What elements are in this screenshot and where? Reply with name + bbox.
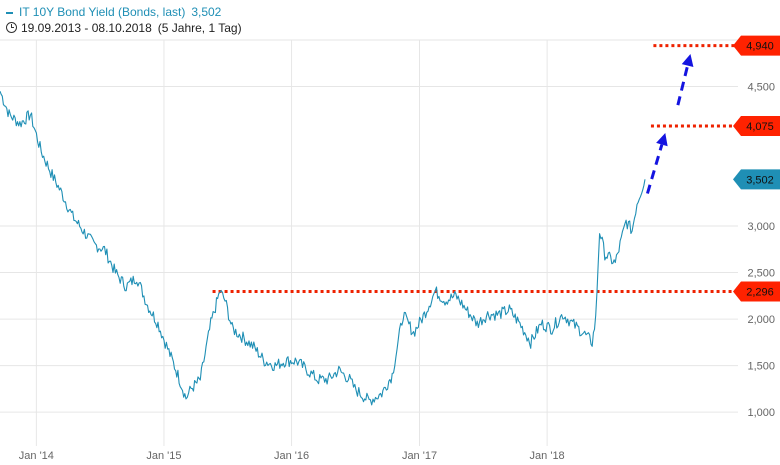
x-tick-label: Jan '15 <box>146 450 181 462</box>
series-label: IT 10Y Bond Yield (Bonds, last) <box>19 5 186 19</box>
x-tick-label: Jan '17 <box>402 450 437 462</box>
value-tags: 4,940 4,075 2,296 3,502 <box>733 35 780 302</box>
chart-legend: IT 10Y Bond Yield (Bonds, last) 3,502 <box>6 5 221 19</box>
level-tag: 4,940 <box>733 35 780 56</box>
level-tag: 4,075 <box>733 116 780 137</box>
series-line <box>0 91 646 406</box>
x-tick-label: Jan '16 <box>274 450 309 462</box>
y-tick-label: 4,500 <box>747 82 775 94</box>
level-tag-text: 2,296 <box>746 287 774 299</box>
level-tag-shape <box>733 281 780 302</box>
date-range-row: 19.09.2013 - 08.10.2018 (5 Jahre, 1 Tag) <box>6 21 242 35</box>
last-value-tag: 3,502 <box>733 169 780 190</box>
date-range: 19.09.2013 - 08.10.2018 <box>21 21 152 35</box>
period-label: (5 Jahre, 1 Tag) <box>157 21 242 35</box>
last-value: 3,502 <box>191 5 222 19</box>
y-tick-label: 1,000 <box>747 407 775 419</box>
clock-icon <box>6 22 17 33</box>
last-value-tag-text: 3,502 <box>746 174 774 186</box>
y-tick-label: 2,000 <box>747 314 775 326</box>
trend-arrow-head <box>681 53 694 68</box>
level-tag-text: 4,940 <box>746 41 774 53</box>
level-lines <box>212 44 735 294</box>
last-value-tag-shape <box>733 169 780 190</box>
series-legend-marker <box>6 11 13 14</box>
x-tick-label: Jan '18 <box>530 450 565 462</box>
series-lines <box>0 91 646 406</box>
level-tag: 2,296 <box>733 281 780 302</box>
y-tick-label: 3,000 <box>747 221 775 233</box>
y-tick-label: 1,500 <box>747 361 775 373</box>
level-tag-text: 4,075 <box>746 121 774 133</box>
trend-arrows <box>646 53 694 194</box>
chart-grid <box>0 39 738 446</box>
trend-arrow-shaft <box>646 144 664 194</box>
trend-arrow-head <box>656 133 668 147</box>
level-tag-shape <box>733 116 780 137</box>
x-axis: Jan '14 Jan '15 Jan '16 Jan '17 Jan '18 <box>19 450 565 462</box>
x-tick-label: Jan '14 <box>19 450 54 462</box>
level-tag-shape <box>733 35 780 56</box>
trend-arrow-shaft <box>676 65 690 106</box>
y-tick-label: 2,500 <box>747 268 775 280</box>
